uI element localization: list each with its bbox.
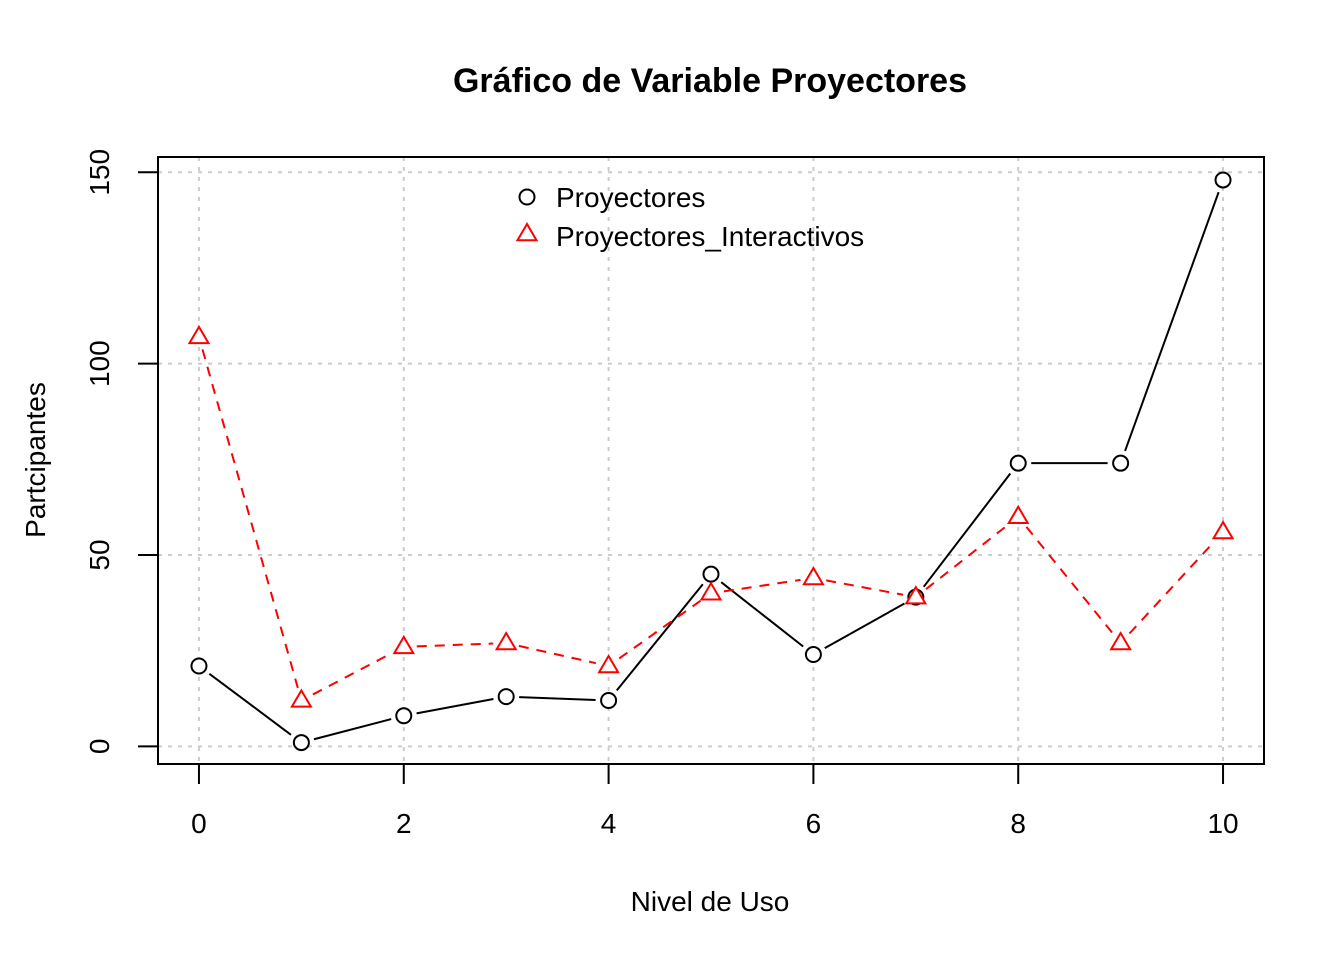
- series-line-segment: [925, 523, 1009, 590]
- x-tick-label: 10: [1207, 808, 1238, 839]
- legend-label: Proyectores_Interactivos: [556, 221, 864, 252]
- series-line-segment: [618, 600, 701, 660]
- data-point: [494, 631, 518, 651]
- series-line-segment: [824, 602, 905, 650]
- x-axis: 0 2 4 6 8 10: [191, 763, 1239, 839]
- series-line-segment: [616, 583, 704, 691]
- series-line-segment: [208, 673, 292, 736]
- x-tick-label: 2: [396, 808, 412, 839]
- data-point: [1009, 454, 1027, 472]
- series-line-segment: [416, 698, 494, 715]
- y-axis-label: Partcipantes: [20, 382, 51, 538]
- y-axis: 0 50 100 150: [84, 149, 159, 755]
- series-line-segment: [312, 652, 393, 696]
- series-line-segment: [519, 696, 596, 701]
- series-line-segment: [720, 581, 804, 648]
- data-point: [292, 734, 310, 752]
- series-line-segment: [1124, 191, 1220, 452]
- series-line-segment: [723, 578, 801, 593]
- series-line-segment: [922, 472, 1012, 588]
- data-point: [804, 646, 822, 664]
- series-line-segment: [313, 718, 392, 741]
- y-tick-label: 100: [84, 340, 115, 387]
- x-tick-label: 8: [1010, 808, 1026, 839]
- series-line-segment: [1025, 526, 1114, 634]
- series-line-segment: [826, 579, 904, 596]
- series-1: [190, 171, 1232, 752]
- data-point: [1006, 504, 1030, 524]
- x-tick-label: 6: [806, 808, 822, 839]
- chart-title: Gráfico de Variable Proyectores: [453, 62, 967, 100]
- series-line-segment: [416, 642, 494, 648]
- data-point: [1112, 454, 1130, 472]
- legend-marker: [515, 222, 539, 242]
- data-point: [187, 324, 211, 345]
- y-tick-label: 50: [84, 539, 115, 570]
- data-point: [699, 581, 723, 601]
- series-2: [187, 324, 1235, 708]
- series-line-segment: [201, 349, 299, 689]
- legend: Proyectores Proyectores_Interactivos: [515, 182, 864, 252]
- x-tick-label: 0: [191, 808, 207, 839]
- data-point: [597, 654, 620, 674]
- data-point: [1109, 631, 1132, 651]
- data-point: [290, 688, 313, 708]
- series-line-segment: [518, 644, 597, 665]
- data-point: [904, 585, 928, 605]
- y-tick-label: 0: [84, 739, 115, 755]
- legend-label: Proyectores: [556, 182, 705, 213]
- data-point: [392, 634, 416, 655]
- series-line-segment: [1128, 540, 1215, 635]
- data-point: [190, 657, 208, 675]
- data-point: [1214, 171, 1232, 189]
- data-point: [497, 688, 515, 706]
- data-point: [395, 707, 413, 725]
- data-point: [702, 565, 720, 583]
- data-point: [1211, 520, 1235, 540]
- data-point: [600, 691, 618, 709]
- x-tick-label: 4: [601, 808, 617, 839]
- data-point: [802, 566, 825, 586]
- x-axis-label: Nivel de Uso: [631, 886, 790, 917]
- series-layer: [187, 171, 1235, 752]
- legend-marker: [518, 188, 536, 206]
- y-tick-label: 150: [84, 149, 115, 196]
